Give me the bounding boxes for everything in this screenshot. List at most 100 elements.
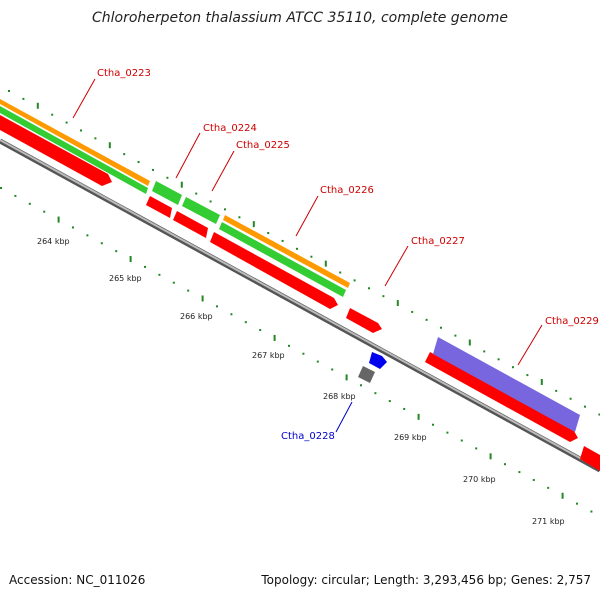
- tick-mark: [454, 334, 457, 337]
- gene-label-ctha-0224[interactable]: Ctha_0224: [203, 123, 257, 134]
- scale-label-265: 265 kbp: [109, 274, 142, 283]
- tick-mark: [396, 300, 399, 307]
- tick-mark: [43, 210, 46, 213]
- cds-bar-1[interactable]: [0, 115, 112, 186]
- tick-mark: [209, 200, 212, 203]
- gene-label-ctha-0225[interactable]: Ctha_0225: [236, 140, 290, 151]
- gene-grey-small[interactable]: [358, 366, 375, 383]
- scale-label-264: 264 kbp: [37, 237, 70, 246]
- tick-mark: [446, 431, 449, 434]
- tick-mark: [65, 121, 68, 124]
- tick-mark: [144, 265, 146, 268]
- tick-mark: [273, 334, 276, 341]
- tick-mark: [532, 478, 535, 481]
- tick-mark: [123, 153, 126, 156]
- tick-mark: [230, 313, 233, 316]
- scale-label-268: 268 kbp: [323, 392, 356, 401]
- cds-bar-6[interactable]: [425, 352, 578, 442]
- gene-labels: Ctha_0223 Ctha_0224 Ctha_0225 Ctha_0226 …: [97, 68, 599, 442]
- tick-mark: [504, 463, 506, 466]
- tick-mark: [86, 234, 89, 237]
- gene-bar-orange-2[interactable]: [223, 215, 350, 288]
- scale-label-269: 269 kbp: [394, 433, 427, 442]
- tick-mark: [353, 279, 356, 282]
- tick-mark: [22, 97, 25, 100]
- tick-mark: [483, 350, 486, 353]
- tick-mark: [526, 374, 529, 377]
- gene-label-ctha-0228[interactable]: Ctha_0228: [281, 431, 335, 442]
- cds-bar-2[interactable]: [146, 196, 172, 218]
- tick-mark: [388, 400, 391, 403]
- tick-mark: [244, 321, 247, 324]
- tick-mark: [518, 471, 521, 474]
- tick-mark: [345, 374, 348, 381]
- gene-label-ctha-0223[interactable]: Ctha_0223: [97, 68, 151, 79]
- tick-mark: [497, 358, 500, 361]
- gene-bar-green-3[interactable]: [182, 197, 220, 224]
- tick-mark: [108, 142, 111, 149]
- tick-mark: [569, 397, 572, 400]
- cds-bar-7[interactable]: [580, 446, 600, 471]
- tick-mark: [14, 194, 17, 197]
- tick-mark: [72, 226, 74, 229]
- gene-bar-purple[interactable]: [433, 337, 580, 432]
- tick-mark: [201, 295, 204, 302]
- tick-mark: [310, 255, 313, 258]
- tick-mark: [195, 192, 198, 195]
- gene-bar-green-4[interactable]: [219, 222, 346, 297]
- cds-bar-4[interactable]: [210, 232, 338, 309]
- tick-mark: [460, 439, 463, 442]
- scale-label-267: 267 kbp: [252, 351, 285, 360]
- tick-mark: [180, 181, 183, 188]
- tick-mark: [512, 366, 514, 369]
- tick-mark: [137, 161, 140, 164]
- tick-mark: [540, 378, 543, 385]
- tick-mark: [360, 384, 362, 387]
- tick-mark: [281, 239, 284, 242]
- tick-mark: [216, 305, 218, 308]
- tick-mark: [475, 447, 478, 450]
- gene-label-ctha-0229[interactable]: Ctha_0229: [545, 316, 599, 327]
- tick-mark: [187, 289, 190, 292]
- gene-label-ctha-0227[interactable]: Ctha_0227: [411, 236, 465, 247]
- tick-mark: [417, 413, 420, 420]
- backbone: [0, 138, 600, 473]
- leader-lines: [72, 78, 543, 433]
- gene-bar-orange-1[interactable]: [0, 99, 150, 186]
- gene-label-ctha-0226[interactable]: Ctha_0226: [320, 185, 374, 196]
- tick-mark: [36, 102, 39, 109]
- tick-mark: [598, 413, 600, 416]
- tick-mark: [331, 368, 334, 371]
- scale-label-266: 266 kbp: [180, 312, 213, 321]
- tick-mark: [590, 510, 593, 513]
- cds-bar-3[interactable]: [173, 211, 208, 238]
- tick-mark: [403, 407, 406, 410]
- tick-mark: [382, 295, 385, 298]
- tick-mark: [0, 187, 2, 189]
- tick-mark: [296, 247, 298, 250]
- tick-mark: [224, 208, 226, 211]
- tick-mark: [468, 339, 471, 346]
- tick-mark: [252, 221, 255, 228]
- tick-mark: [302, 352, 305, 355]
- tick-marks: [0, 90, 600, 513]
- gene-bar-green-2[interactable]: [152, 181, 182, 205]
- gene-blue-small[interactable]: [369, 352, 387, 369]
- tick-mark: [259, 329, 262, 332]
- tick-mark: [166, 176, 169, 179]
- tick-mark: [440, 326, 442, 329]
- tick-mark: [129, 256, 132, 263]
- tick-mark: [339, 271, 342, 274]
- tick-mark: [368, 287, 370, 290]
- tick-mark: [432, 423, 434, 426]
- gene-bar-green-1[interactable]: [0, 106, 148, 194]
- tick-mark: [158, 273, 161, 276]
- feature-tracks: [0, 99, 600, 471]
- cds-bar-5[interactable]: [346, 308, 382, 333]
- tick-mark: [51, 113, 54, 116]
- tick-mark: [555, 389, 558, 392]
- tick-mark: [28, 202, 31, 205]
- scale-label-270: 270 kbp: [463, 475, 496, 484]
- tick-mark: [374, 392, 377, 395]
